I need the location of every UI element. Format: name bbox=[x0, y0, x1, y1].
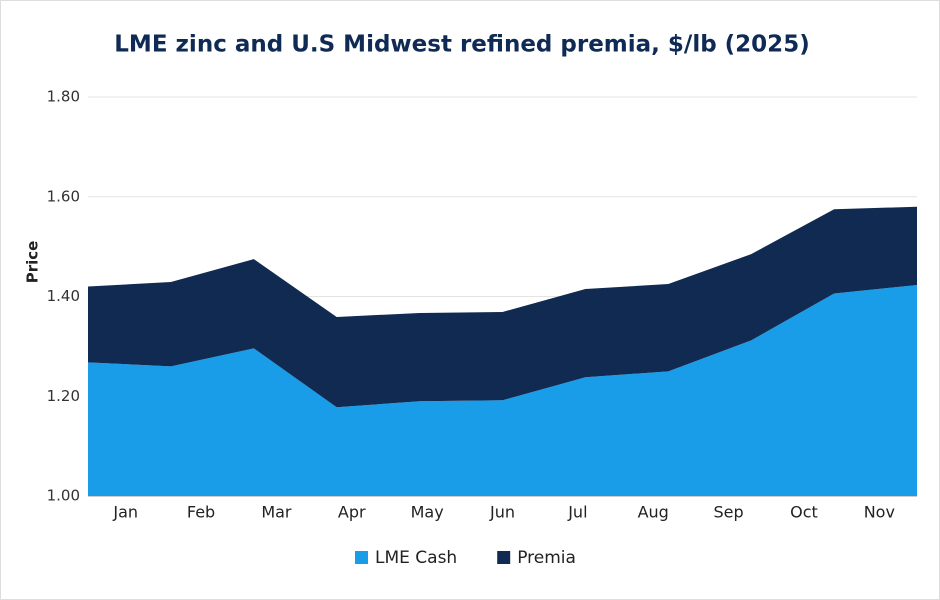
area bbox=[88, 206, 917, 408]
x-tick-label: Aug bbox=[638, 503, 669, 522]
y-tick-label: 1.00 bbox=[47, 487, 80, 505]
x-tick-label: Nov bbox=[864, 503, 895, 522]
x-tick-label: Mar bbox=[261, 503, 292, 522]
x-tick-label: Apr bbox=[338, 503, 366, 522]
legend-label: LME Cash bbox=[375, 548, 457, 568]
x-tick-label: Jan bbox=[112, 503, 138, 522]
chart-title: LME zinc and U.S Midwest refined premia,… bbox=[114, 32, 809, 58]
x-tick-label: Oct bbox=[790, 503, 818, 522]
y-tick-label: 1.60 bbox=[47, 187, 80, 205]
y-tick-label: 1.40 bbox=[47, 287, 80, 305]
x-tick-label: May bbox=[411, 503, 444, 522]
y-tick-label: 1.20 bbox=[47, 387, 80, 405]
legend-label: Premia bbox=[517, 548, 576, 568]
y-axis-label: Price bbox=[24, 241, 42, 284]
y-tick-label: 1.80 bbox=[47, 88, 80, 106]
legend-swatch bbox=[355, 551, 368, 564]
legend-swatch bbox=[497, 551, 511, 564]
x-tick-label: Feb bbox=[187, 503, 215, 522]
x-tick-label: Jul bbox=[567, 503, 587, 522]
area bbox=[88, 285, 917, 496]
x-tick-label: Jun bbox=[489, 503, 515, 522]
x-tick-label: Sep bbox=[714, 503, 744, 522]
